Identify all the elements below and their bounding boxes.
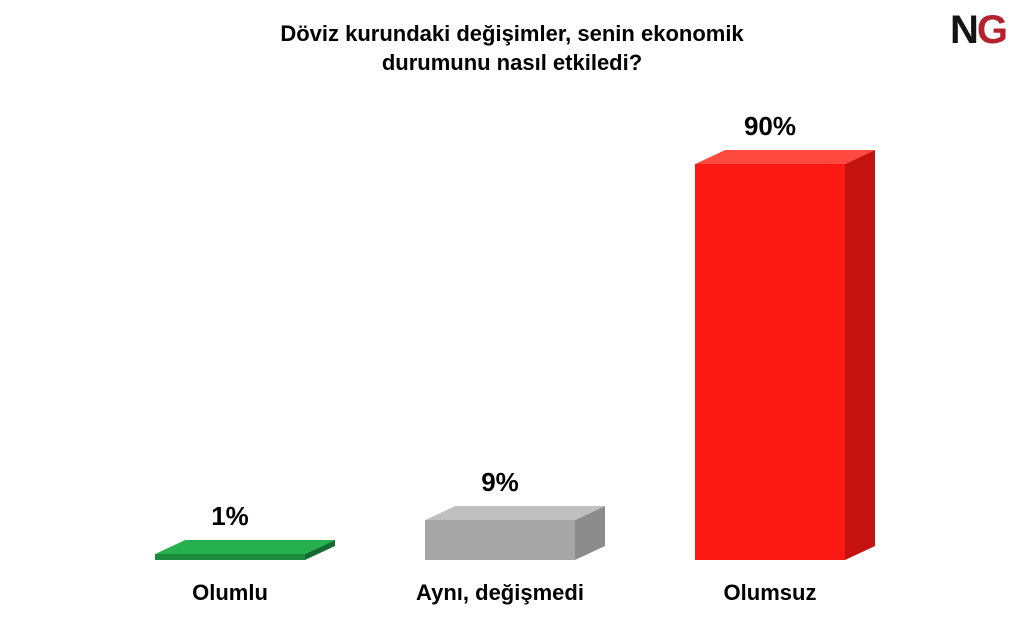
bar-top: [695, 150, 875, 164]
chart-title: Döviz kurundaki değişimler, senin ekonom…: [0, 20, 1024, 77]
bar-top: [425, 506, 605, 520]
title-line-1: Döviz kurundaki değişimler, senin ekonom…: [0, 20, 1024, 49]
bar-side: [845, 150, 875, 560]
plot-area: 1%9%90%: [100, 120, 900, 560]
chart-canvas: Döviz kurundaki değişimler, senin ekonom…: [0, 0, 1024, 632]
brand-logo: NG: [950, 8, 1006, 53]
bar-front: [695, 164, 845, 560]
bar-2: [695, 149, 875, 560]
category-label-0: Olumlu: [100, 580, 360, 606]
bar-0: [155, 539, 335, 560]
bar-front: [155, 554, 305, 560]
bar-top: [155, 540, 335, 554]
value-label-0: 1%: [130, 501, 330, 532]
logo-letter-n: N: [950, 8, 977, 52]
title-line-2: durumunu nasıl etkiledi?: [0, 49, 1024, 78]
bar-front: [425, 520, 575, 560]
category-label-1: Aynı, değişmedi: [370, 580, 630, 606]
value-label-2: 90%: [670, 111, 870, 142]
value-label-1: 9%: [400, 467, 600, 498]
bars-container: 1%9%90%: [100, 120, 900, 560]
category-label-2: Olumsuz: [640, 580, 900, 606]
bar-1: [425, 505, 605, 560]
logo-letter-g: G: [977, 8, 1006, 52]
